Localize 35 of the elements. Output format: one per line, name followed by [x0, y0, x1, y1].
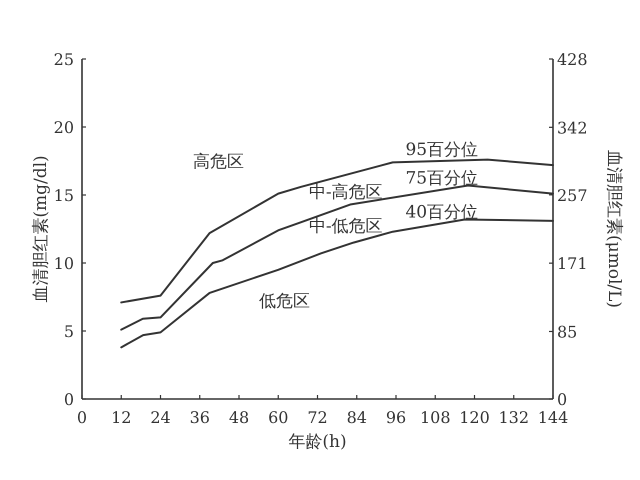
x-tick-label: 48	[228, 408, 250, 427]
y-tick-label: 20	[54, 118, 74, 137]
y-tick-label: 0	[64, 390, 74, 409]
x-tick-label: 0	[76, 408, 88, 427]
x-tick-label: 24	[150, 408, 171, 427]
x-tick-label: 108	[420, 408, 451, 427]
annotation: 高危区	[193, 152, 244, 172]
x-tick-label: 84	[346, 408, 367, 427]
x-tick-label: 132	[498, 408, 530, 427]
x-tick-label: 96	[386, 408, 406, 427]
x-tick-label: 60	[268, 408, 288, 427]
y2-tick-label: 257	[557, 186, 588, 205]
x-tick-label: 12	[111, 408, 132, 427]
y2-tick-label: 342	[557, 118, 588, 138]
x-tick-label: 72	[307, 408, 328, 427]
y-tick-label: 15	[54, 186, 74, 205]
y-tick-label: 10	[54, 254, 74, 273]
y-tick-label: 5	[64, 322, 74, 341]
y2-tick-label: 0	[557, 390, 568, 409]
x-tick-label: 144	[538, 408, 568, 427]
series-label: 40百分位	[405, 202, 478, 222]
y-tick-label: 25	[54, 50, 74, 69]
annotation: 中-高危区	[308, 182, 383, 203]
x-axis-title: 年龄(h)	[288, 432, 347, 452]
series-label: 95百分位	[405, 140, 478, 160]
y2-tick-label: 171	[557, 254, 588, 274]
x-tick-label: 120	[459, 408, 490, 427]
annotation: 中-低危区	[308, 216, 383, 237]
y2-tick-label: 428	[557, 50, 588, 69]
annotation: 低危区	[259, 291, 310, 312]
series-label: 75百分位	[405, 168, 478, 189]
x-tick-label: 36	[190, 408, 210, 427]
y2-tick-label: 85	[557, 322, 578, 342]
y-axis-title: 血清胆红素(mg/dl)	[31, 155, 51, 303]
y2-axis-title: 血清胆红素(μmol/L)	[604, 150, 624, 308]
